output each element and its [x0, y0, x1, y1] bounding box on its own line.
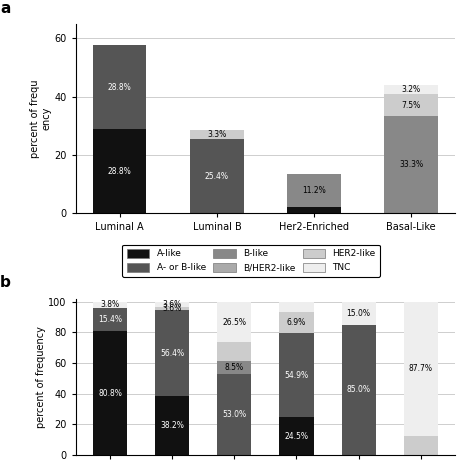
- Text: 3.6%: 3.6%: [163, 300, 182, 309]
- Bar: [287, 207, 341, 213]
- Bar: [217, 374, 252, 455]
- Text: 7.5%: 7.5%: [401, 101, 421, 109]
- Text: 24.5%: 24.5%: [284, 432, 309, 441]
- Bar: [279, 301, 314, 312]
- Bar: [217, 361, 252, 374]
- Y-axis label: percent of frequency: percent of frequency: [36, 326, 46, 428]
- Legend: A-like, A- or B-like, B-like, B/HER2-like, HER2-like, TNC: A-like, A- or B-like, B-like, B/HER2-lik…: [122, 245, 380, 277]
- Bar: [342, 301, 376, 325]
- Bar: [384, 116, 438, 213]
- Text: 85.0%: 85.0%: [346, 385, 371, 394]
- Text: 38.2%: 38.2%: [160, 421, 184, 430]
- Bar: [93, 301, 127, 308]
- Bar: [279, 333, 314, 418]
- Text: b: b: [0, 275, 11, 290]
- Text: 3.6%: 3.6%: [163, 304, 182, 313]
- Text: 33.3%: 33.3%: [399, 160, 423, 169]
- Bar: [279, 418, 314, 455]
- Text: 3.2%: 3.2%: [401, 85, 420, 94]
- Text: 54.9%: 54.9%: [284, 371, 309, 380]
- Text: 53.0%: 53.0%: [222, 410, 246, 419]
- Bar: [279, 312, 314, 333]
- Text: 3.8%: 3.8%: [100, 300, 120, 309]
- Bar: [155, 396, 189, 455]
- Text: 6.9%: 6.9%: [287, 318, 306, 327]
- Text: 8.5%: 8.5%: [225, 363, 244, 372]
- Bar: [217, 342, 252, 361]
- Text: a: a: [0, 1, 10, 16]
- Bar: [93, 129, 146, 213]
- Text: 80.8%: 80.8%: [98, 389, 122, 398]
- Text: 15.4%: 15.4%: [98, 315, 122, 324]
- Text: 28.8%: 28.8%: [108, 167, 132, 176]
- Text: 56.4%: 56.4%: [160, 349, 184, 358]
- Text: 28.8%: 28.8%: [108, 83, 132, 92]
- Bar: [93, 46, 146, 129]
- Text: 87.7%: 87.7%: [409, 365, 433, 374]
- Bar: [404, 436, 438, 455]
- Y-axis label: percent of frequ
ency: percent of frequ ency: [30, 79, 52, 158]
- Bar: [93, 331, 127, 455]
- Bar: [287, 174, 341, 207]
- Text: 3.3%: 3.3%: [207, 130, 227, 139]
- Text: 15.0%: 15.0%: [346, 309, 371, 318]
- Bar: [384, 94, 438, 116]
- Bar: [190, 129, 244, 139]
- Bar: [93, 308, 127, 331]
- Bar: [217, 301, 252, 342]
- Text: 11.2%: 11.2%: [302, 186, 326, 195]
- Bar: [384, 85, 438, 94]
- Bar: [155, 301, 189, 307]
- Bar: [190, 139, 244, 213]
- Bar: [404, 301, 438, 436]
- Bar: [342, 325, 376, 455]
- Bar: [155, 310, 189, 396]
- Text: 26.5%: 26.5%: [222, 318, 246, 327]
- Text: 25.4%: 25.4%: [205, 172, 229, 181]
- Bar: [155, 307, 189, 310]
